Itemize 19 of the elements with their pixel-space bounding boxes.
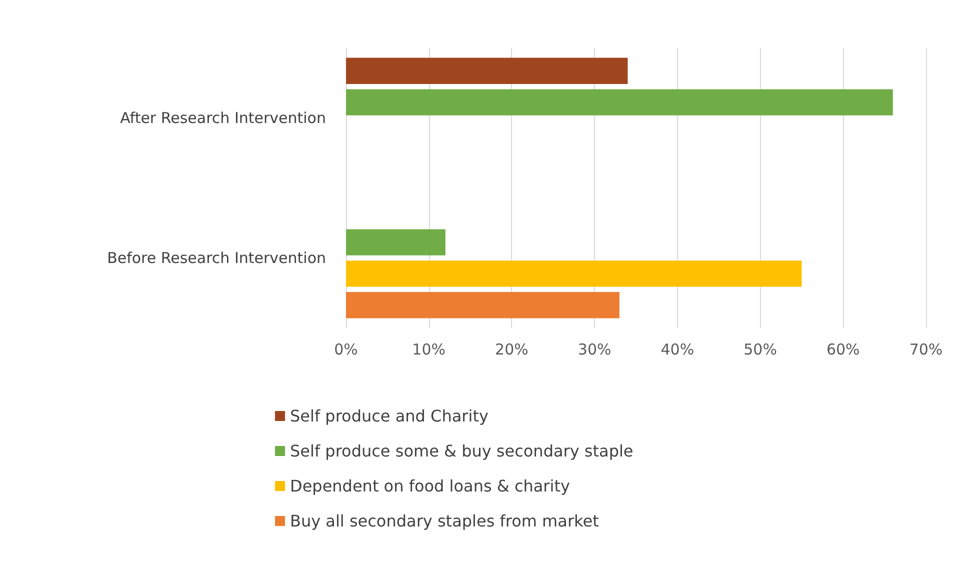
bar [346, 292, 620, 318]
x-tick-label: 70% [909, 340, 943, 358]
x-tick-label: 60% [826, 340, 860, 358]
x-tick-label: 10% [412, 340, 446, 358]
legend-label: Self produce some & buy secondary staple [290, 442, 634, 460]
y-tick-label: Before Research Intervention [107, 249, 326, 267]
legend-label: Dependent on food loans & charity [290, 476, 570, 496]
x-tick-label: 20% [495, 340, 528, 358]
bar [346, 260, 802, 287]
x-tick-label: 30% [578, 340, 612, 358]
x-tick-label: 0% [334, 340, 358, 358]
bar [346, 58, 628, 84]
bar [346, 89, 893, 116]
y-tick-label: After Research Intervention [120, 109, 326, 127]
legend-label: Buy all secondary staples from market [290, 512, 599, 530]
x-tick-label: 50% [744, 340, 777, 358]
bar [346, 229, 446, 256]
legend-label: Self produce and Charity [290, 406, 488, 426]
x-tick-label: 40% [660, 340, 694, 358]
